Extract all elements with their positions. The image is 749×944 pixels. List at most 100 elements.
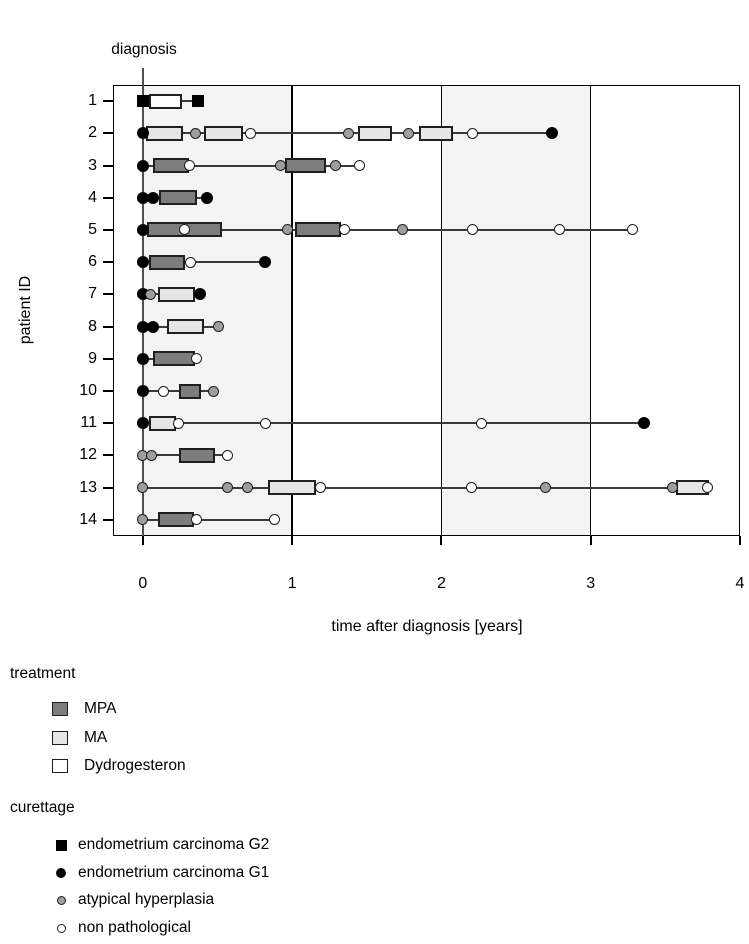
treatment-bar-mpa-p14 [157,512,194,528]
open-circle-icon [56,923,66,933]
open-circle-icon [56,895,66,905]
y-tick-4 [103,196,113,199]
x-tick-label-4: 4 [735,575,745,592]
x-tick-1 [291,536,294,545]
y-tick-label-4: 4 [88,188,97,206]
y-tick-label-9: 9 [88,349,97,367]
curettage-marker-np-p2 [244,127,256,139]
patient-13-timeline [142,486,709,489]
treatment-bar-ma-p2 [204,125,243,141]
treatment-bar-mpa-p6 [148,254,185,270]
curettage-marker-ah-p2 [403,127,415,139]
patient-14-timeline [142,518,275,521]
patient-11-timeline [142,422,645,425]
y-tick-label-6: 6 [88,253,97,271]
y-tick-label-7: 7 [88,285,97,303]
y-tick-label-12: 12 [79,446,97,464]
curettage-marker-np-p3 [353,160,365,172]
treatment-bar-ma-p8 [166,319,205,335]
filled-square-icon [55,839,67,851]
x-tick-label-3: 3 [586,575,596,592]
y-tick-label-2: 2 [88,124,97,142]
curettage-marker-np-p11 [173,417,185,429]
treatment-legend-item-dydrogesteron: Dydrogesteron [52,753,186,779]
curettage-marker-np-p2 [467,127,479,139]
curettage-marker-ah-p7 [144,288,156,300]
y-tick-10 [103,390,113,393]
curettage-legend-item: non pathological [54,915,191,941]
curettage-marker-g1-p6 [136,256,149,269]
treatment-bar-mpa-p3 [284,158,327,174]
treatment-bar-mpa-p9 [153,351,196,367]
curettage-marker-np-p6 [185,256,197,268]
gridline-x-3 [589,85,592,536]
treatment-bar-mpa-p5 [295,222,342,238]
y-tick-2 [103,132,113,135]
curettage-marker-np-p13 [701,482,713,494]
curettage-marker-ah-p13 [540,482,552,494]
gridline-x-2 [440,85,443,536]
x-tick-3 [589,536,592,545]
curettage-marker-g1-p5 [136,223,149,236]
diagnosis-line [141,68,144,536]
y-tick-11 [103,422,113,425]
curettage-marker-np-p5 [179,224,191,236]
y-tick-label-11: 11 [80,414,97,432]
curettage-marker-ah-p5 [282,224,294,236]
y-tick-12 [103,454,113,457]
curettage-marker-g1-p11 [638,417,651,430]
x-tick-2 [440,536,443,545]
curettage-marker-g1-p7 [193,288,206,301]
y-tick-label-3: 3 [88,156,97,174]
curettage-marker-ah-p13 [137,482,149,494]
curettage-marker-ah-p12 [146,449,158,461]
curettage-marker-g2-p1 [192,95,205,108]
curettage-label: endometrium carcinoma G2 [78,836,270,853]
curettage-marker-ah-p13 [241,482,253,494]
y-tick-14 [103,518,113,521]
curettage-marker-ah-p10 [207,385,219,397]
gridline-x-1 [291,85,293,536]
curettage-marker-np-p13 [465,482,477,494]
curettage-marker-np-p3 [183,160,195,172]
curettage-marker-g1-p2 [545,127,558,140]
patient-6-timeline [142,261,266,264]
plot-border [113,85,740,536]
curettage-marker-g1-p4 [136,191,149,204]
y-tick-9 [103,357,113,360]
patient-3-timeline [142,164,360,167]
treatment-swatch-mpa [52,702,68,716]
treatment-bar-mpa-p4 [159,190,197,206]
y-tick-13 [103,486,113,489]
y-tick-label-14: 14 [79,510,97,528]
x-tick-0 [141,536,144,545]
treatment-bar-ma-p2 [419,125,454,141]
treatment-bar-ma-p13 [268,480,317,496]
treatment-bar-mpa-p10 [178,383,202,399]
y-tick-label-10: 10 [79,382,97,400]
curettage-legend-item: atypical hyperplasia [54,887,214,913]
treatment-legend-title: treatment [10,665,76,682]
curettage-marker-ah-p2 [343,127,355,139]
curettage-marker-ah-p2 [189,127,201,139]
curettage-label: non pathological [78,919,191,936]
curettage-marker-np-p5 [467,224,479,236]
y-tick-7 [103,293,113,296]
treatment-bar-ma-p7 [157,286,196,302]
curettage-marker-ah-p3 [274,160,286,172]
curettage-marker-ah-p14 [137,514,149,526]
curettage-marker-g2-p1 [136,95,149,108]
curettage-marker-g1-p4 [201,191,214,204]
curettage-marker-g1-p11 [136,417,149,430]
x-tick-label-0: 0 [138,575,148,592]
y-tick-1 [103,100,113,103]
curettage-marker-g1-p8 [147,320,160,333]
curettage-marker-g1-p10 [136,385,149,398]
y-tick-label-8: 8 [88,317,97,335]
x-tick-label-2: 2 [436,575,446,592]
curettage-marker-np-p14 [268,514,280,526]
curettage-marker-np-p5 [553,224,565,236]
y-tick-label-13: 13 [79,478,97,496]
curettage-marker-np-p5 [338,224,350,236]
